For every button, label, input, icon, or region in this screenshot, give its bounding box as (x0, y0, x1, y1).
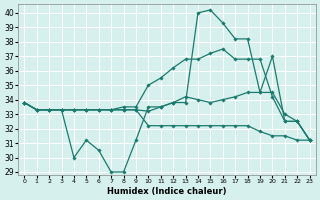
X-axis label: Humidex (Indice chaleur): Humidex (Indice chaleur) (107, 187, 227, 196)
